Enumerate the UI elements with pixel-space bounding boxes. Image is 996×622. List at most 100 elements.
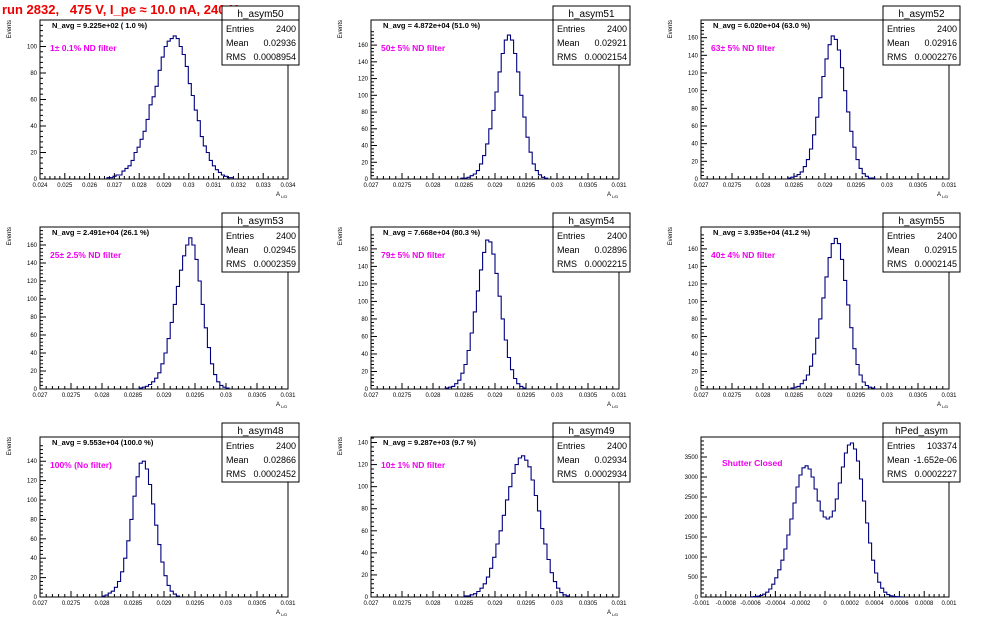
x-tick-label: 0.024 (32, 183, 48, 189)
avg-label: N_avg = 9.225e+02 ( 1.0 %) (52, 21, 148, 30)
y-tick-label: 160 (27, 243, 38, 249)
x-tick-label: 0.001 (941, 601, 957, 607)
x-tick-label: 0.0295 (186, 393, 205, 399)
stats-value-rms: 0.0008954 (253, 52, 296, 62)
stats-value-rms: 0.0002227 (914, 469, 957, 479)
x-axis-label: A (607, 402, 611, 408)
stats-value-rms: 0.0002934 (584, 469, 627, 479)
stats-key-entries: Entries (887, 231, 916, 241)
y-tick-label: 40 (691, 142, 698, 148)
stats-value-entries: 103374 (927, 441, 957, 451)
x-tick-label: 0.0285 (455, 183, 474, 189)
stats-value-entries: 2400 (276, 231, 296, 241)
stats-key-rms: RMS (557, 52, 577, 62)
x-axis-label-sub: L/D (612, 404, 618, 409)
stats-value-mean: 0.02945 (263, 245, 296, 255)
x-tick-label: 0.03 (551, 601, 563, 607)
histogram-panel-h_asym48: 0.027 0.0275 0.028 0.0285 0.029 0.0295 0.03 0.0… (7, 422, 300, 617)
y-tick-label: 20 (691, 369, 698, 375)
x-tick-label: 0.0295 (517, 393, 536, 399)
y-tick-label: 140 (688, 264, 699, 270)
x-tick-label: 0.031 (941, 393, 957, 399)
x-tick-label: 0.029 (487, 601, 503, 607)
x-tick-label: 0.028 (132, 183, 148, 189)
y-tick-label: 160 (688, 36, 699, 42)
stats-value-mean: -1.652e-06 (913, 455, 957, 465)
y-axis-label: Events (338, 20, 344, 38)
stats-key-rms: RMS (226, 52, 246, 62)
x-axis-label-sub: L/D (612, 612, 618, 617)
y-axis-label: Events (338, 437, 344, 455)
histogram-panel-h_asym50: 0.024 0.025 0.026 0.027 0.028 0.029 0.03 0.031 0… (7, 5, 300, 199)
avg-label: N_avg = 7.668e+04 (80.3 %) (383, 228, 481, 237)
stats-key-rms: RMS (887, 52, 907, 62)
histogram-panel-hPed_asym: -0.001 -0.0008 -0.0006 -0.0004 -0.0002 0 0.000… (685, 422, 961, 607)
x-tick-label: 0.03 (220, 601, 232, 607)
y-tick-label: 60 (361, 127, 368, 133)
stats-value-rms: 0.0002359 (253, 259, 296, 269)
x-tick-label: 0.0004 (865, 601, 884, 607)
stats-box (882, 436, 961, 483)
y-tick-label: 140 (27, 261, 38, 267)
y-tick-label: 100 (358, 299, 369, 305)
stats-title: h_asym52 (898, 9, 945, 20)
y-tick-label: 140 (358, 60, 369, 66)
x-tick-label: 0.028 (425, 393, 441, 399)
x-tick-label: 0.03 (881, 183, 893, 189)
stats-key-entries: Entries (887, 24, 916, 34)
y-tick-label: 20 (361, 160, 368, 166)
stats-key-entries: Entries (226, 24, 255, 34)
y-tick-label: 80 (361, 317, 368, 323)
stats-value-mean: 0.02921 (594, 38, 627, 48)
y-tick-label: 100 (27, 498, 38, 504)
x-tick-label: 0.029 (817, 183, 833, 189)
x-tick-label: 0.031 (280, 393, 296, 399)
filter-label: 10± 1% ND filter (381, 460, 446, 470)
y-tick-label: 0 (365, 595, 369, 601)
x-tick-label: 0.032 (231, 183, 247, 189)
y-tick-label: 20 (361, 369, 368, 375)
x-tick-label: 0.0002 (841, 601, 860, 607)
y-tick-label: 20 (691, 159, 698, 165)
x-tick-label: 0.0305 (248, 393, 267, 399)
stats-box (221, 19, 300, 66)
y-axis-label: Events (668, 227, 674, 245)
x-tick-label: -0.0006 (740, 601, 761, 607)
y-tick-label: 100 (27, 45, 38, 51)
x-tick-label: 0.031 (611, 393, 627, 399)
x-tick-label: 0.027 (363, 183, 379, 189)
y-tick-label: 3500 (685, 455, 699, 461)
stats-key-mean: Mean (557, 245, 580, 255)
x-tick-label: 0.029 (156, 183, 172, 189)
x-tick-label: 0.027 (32, 393, 48, 399)
stats-value-entries: 2400 (607, 231, 627, 241)
filter-label: Shutter Closed (722, 458, 782, 468)
y-tick-label: 40 (361, 144, 368, 150)
y-tick-label: 20 (30, 576, 37, 582)
y-tick-label: 100 (688, 299, 699, 305)
y-axis-label: Events (668, 20, 674, 38)
x-tick-label: 0.0305 (909, 183, 928, 189)
y-tick-label: 80 (691, 106, 698, 112)
stats-box (552, 19, 631, 66)
y-tick-label: 20 (361, 573, 368, 579)
y-tick-label: 60 (691, 334, 698, 340)
y-tick-label: 140 (358, 441, 369, 447)
stats-box (552, 436, 631, 483)
y-tick-label: 120 (688, 71, 699, 77)
x-tick-label: 0.027 (107, 183, 123, 189)
avg-label: N_avg = 9.287e+03 (9.7 %) (383, 438, 476, 447)
x-tick-label: 0.0295 (517, 183, 536, 189)
y-tick-label: 160 (688, 247, 699, 253)
stats-value-mean: 0.02934 (594, 455, 627, 465)
avg-label: N_avg = 3.935e+04 (41.2 %) (713, 228, 811, 237)
y-tick-label: 2000 (685, 515, 699, 521)
stats-key-mean: Mean (226, 38, 249, 48)
y-tick-label: 0 (34, 177, 38, 183)
y-tick-label: 80 (361, 507, 368, 513)
x-axis-label: A (276, 402, 280, 408)
x-axis-label: A (937, 192, 941, 198)
filter-label: 50± 5% ND filter (381, 43, 446, 53)
x-tick-label: 0.0275 (62, 393, 81, 399)
